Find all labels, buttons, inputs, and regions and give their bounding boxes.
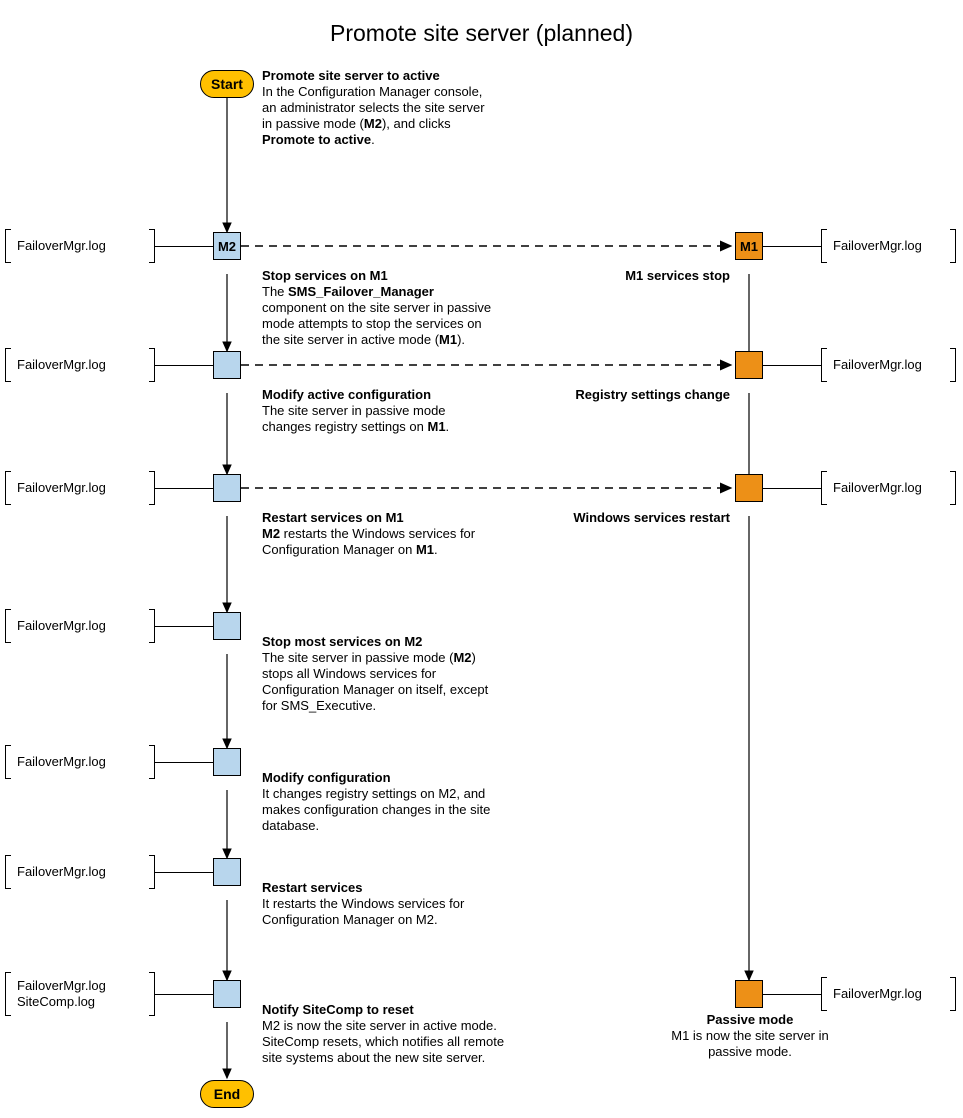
step-body-5: It changes registry settings on M2, and … <box>262 786 490 833</box>
m2-box-0: M2 <box>213 232 241 260</box>
mid-label-0: M1 services stop <box>530 268 730 283</box>
step-body-6: It restarts the Windows services for Con… <box>262 896 464 927</box>
log-left-0: FailoverMgr.log <box>5 229 155 263</box>
log-right-0: FailoverMgr.log <box>821 229 956 263</box>
m2-label: M2 <box>218 239 236 254</box>
flowchart-canvas: Promote site server (planned) Start End <box>0 0 963 1118</box>
passive-heading: Passive mode <box>707 1012 794 1027</box>
step-heading-1: Stop services on M1 <box>262 268 388 283</box>
step-heading-4: Stop most services on M2 <box>262 634 422 649</box>
log-right-6: FailoverMgr.log <box>821 977 956 1011</box>
step-body-3: M2 restarts the Windows services for Con… <box>262 526 475 557</box>
m2-box-6 <box>213 980 241 1008</box>
log-left-stick-2 <box>155 488 213 489</box>
end-label: End <box>214 1086 240 1102</box>
step-desc-7: Notify SiteComp to reset M2 is now the s… <box>262 1002 512 1066</box>
step-heading-3: Restart services on M1 <box>262 510 404 525</box>
step-desc-4: Stop most services on M2 The site server… <box>262 634 502 714</box>
step-desc-5: Modify configuration It changes registry… <box>262 770 502 834</box>
log-left-stick-3 <box>155 626 213 627</box>
m2-box-3 <box>213 612 241 640</box>
step-body-7: M2 is now the site server in active mode… <box>262 1018 504 1065</box>
log-left-3: FailoverMgr.log <box>5 609 155 643</box>
step-desc-3: Restart services on M1 M2 restarts the W… <box>262 510 512 558</box>
diagram-title: Promote site server (planned) <box>0 20 963 47</box>
log-right-6-text: FailoverMgr.log <box>833 986 922 1001</box>
m2-box-1 <box>213 351 241 379</box>
m1-box-2 <box>735 474 763 502</box>
step-heading-7: Notify SiteComp to reset <box>262 1002 414 1017</box>
log-left-stick-6 <box>155 994 213 995</box>
log-right-stick-1 <box>763 365 821 366</box>
log-right-1: FailoverMgr.log <box>821 348 956 382</box>
log-left-6: FailoverMgr.log SiteComp.log <box>5 972 155 1016</box>
mid-label-2: Windows services restart <box>530 510 730 525</box>
log-right-stick-0 <box>763 246 821 247</box>
step-desc-2: Modify active configuration The site ser… <box>262 387 492 435</box>
log-left-1-text: FailoverMgr.log <box>17 357 106 372</box>
step-body-2: The site server in passive mode changes … <box>262 403 449 434</box>
m1-box-0: M1 <box>735 232 763 260</box>
log-left-stick-0 <box>155 246 213 247</box>
log-right-stick-6 <box>763 994 821 995</box>
log-left-1: FailoverMgr.log <box>5 348 155 382</box>
step-desc-0: Promote site server to active In the Con… <box>262 68 492 148</box>
log-left-5-text: FailoverMgr.log <box>17 864 106 879</box>
step-desc-6: Restart services It restarts the Windows… <box>262 880 502 928</box>
start-terminator: Start <box>200 70 254 98</box>
passive-desc: Passive mode M1 is now the site server i… <box>660 1012 840 1060</box>
log-left-stick-1 <box>155 365 213 366</box>
log-left-5: FailoverMgr.log <box>5 855 155 889</box>
log-left-4: FailoverMgr.log <box>5 745 155 779</box>
log-left-6-text1: FailoverMgr.log <box>17 978 106 993</box>
log-left-6-text2: SiteComp.log <box>17 994 95 1009</box>
log-left-2-text: FailoverMgr.log <box>17 480 106 495</box>
start-label: Start <box>211 76 243 92</box>
m2-box-2 <box>213 474 241 502</box>
log-left-0-text: FailoverMgr.log <box>17 238 106 253</box>
step-heading-0: Promote site server to active <box>262 68 440 83</box>
m1-label: M1 <box>740 239 758 254</box>
log-right-0-text: FailoverMgr.log <box>833 238 922 253</box>
step-heading-2: Modify active configuration <box>262 387 431 402</box>
log-left-stick-5 <box>155 872 213 873</box>
connectors-svg <box>0 0 963 1118</box>
log-left-2: FailoverMgr.log <box>5 471 155 505</box>
m2-box-5 <box>213 858 241 886</box>
log-right-2-text: FailoverMgr.log <box>833 480 922 495</box>
end-terminator: End <box>200 1080 254 1108</box>
log-right-1-text: FailoverMgr.log <box>833 357 922 372</box>
m1-box-1 <box>735 351 763 379</box>
log-right-stick-2 <box>763 488 821 489</box>
m2-box-4 <box>213 748 241 776</box>
step-body-1: The SMS_Failover_Manager component on th… <box>262 284 491 347</box>
step-heading-5: Modify configuration <box>262 770 391 785</box>
step-body-4: The site server in passive mode (M2) sto… <box>262 650 488 713</box>
mid-label-1: Registry settings change <box>530 387 730 402</box>
log-left-4-text: FailoverMgr.log <box>17 754 106 769</box>
log-left-stick-4 <box>155 762 213 763</box>
log-left-3-text: FailoverMgr.log <box>17 618 106 633</box>
step-heading-6: Restart services <box>262 880 362 895</box>
m1-box-6 <box>735 980 763 1008</box>
step-body-0: In the Configuration Manager console, an… <box>262 84 485 147</box>
log-right-2: FailoverMgr.log <box>821 471 956 505</box>
step-desc-1: Stop services on M1 The SMS_Failover_Man… <box>262 268 492 348</box>
passive-body: M1 is now the site server in passive mod… <box>671 1028 829 1059</box>
